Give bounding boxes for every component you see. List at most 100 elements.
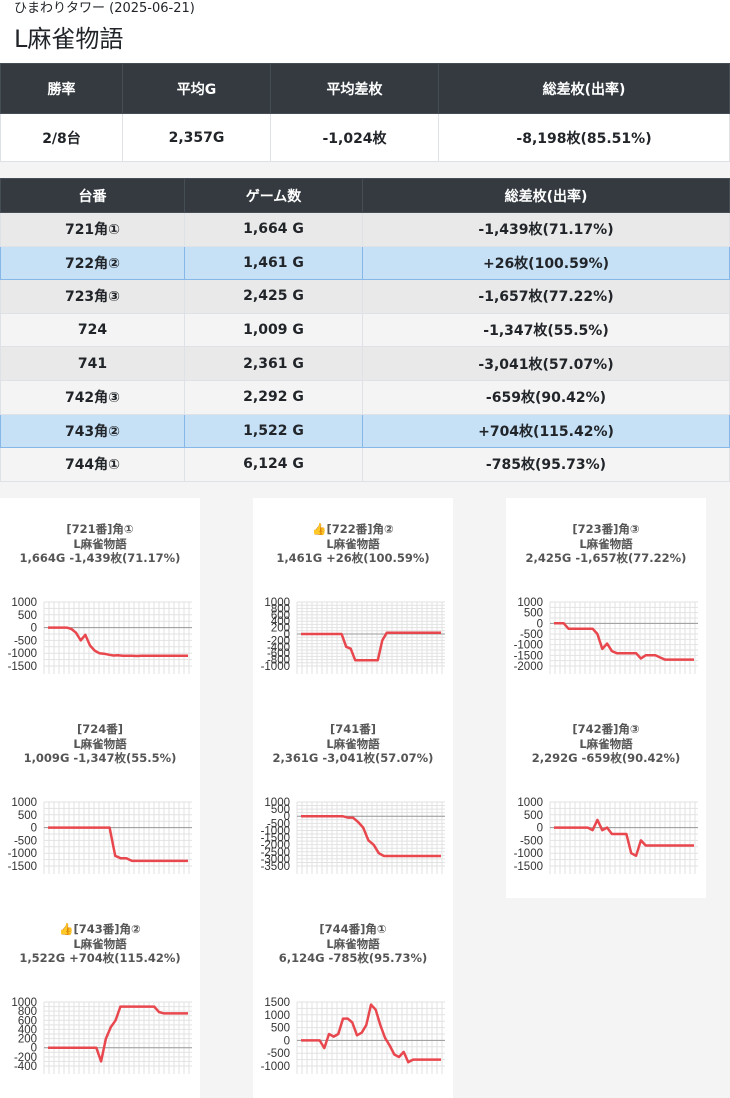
chart-card: 👍[743番]角② L麻雀物語 1,522G +704枚(115.42%) 1000 8… bbox=[0, 898, 200, 1098]
y-tick-label: 1000 bbox=[11, 997, 37, 1009]
chart-title-line: [724番] bbox=[76, 722, 124, 736]
page-title: L麻雀物語 bbox=[14, 25, 124, 53]
y-tick-label: 1000 bbox=[264, 1010, 290, 1022]
machine-number: 744角① bbox=[0, 447, 185, 482]
chart-title-line: 6,124G -785枚(95.73%) bbox=[278, 951, 428, 966]
machine-games: 1,461 G bbox=[184, 245, 363, 281]
y-tick-label: -500 bbox=[14, 635, 37, 647]
chart-card: [741番] L麻雀物語 2,361G -3,041枚(57.07%) 1000 500… bbox=[253, 698, 453, 898]
chart-title: [724番] L麻雀物語 1,009G -1,347枚(55.5%) bbox=[0, 722, 200, 766]
y-tick-label: -500 bbox=[267, 1048, 290, 1060]
machine-diff: -659枚(90.42%) bbox=[362, 379, 730, 415]
y-tick-label: -800 bbox=[267, 655, 290, 667]
machine-games: 2,425 G bbox=[184, 279, 363, 314]
table-row[interactable]: 741 2,361 G -3,041枚(57.07%) bbox=[0, 346, 730, 381]
y-tick-label: -1500 bbox=[8, 861, 37, 873]
table-row[interactable]: 722角② 1,461 G +26枚(100.59%) bbox=[0, 245, 730, 281]
table-row[interactable]: 743角② 1,522 G +704枚(115.42%) bbox=[0, 413, 730, 449]
y-tick-label: 0 bbox=[284, 811, 290, 823]
y-tick-label: -1500 bbox=[8, 661, 37, 673]
machine-table: 台番 ゲーム数 総差枚(出率) 721角① 1,664 G -1,439枚(71.1… bbox=[0, 178, 730, 482]
y-tick-label: 0 bbox=[31, 623, 37, 635]
chart-title-line: 2,425G -1,657枚(77.22%) bbox=[525, 551, 687, 566]
series-line bbox=[554, 622, 694, 661]
machine-number: 724 bbox=[0, 312, 185, 348]
machine-diff: +704枚(115.42%) bbox=[362, 413, 730, 449]
chart-title-line: 👍[743番]角② bbox=[59, 922, 141, 936]
summary-win-rate: 2/8台 bbox=[0, 113, 123, 162]
y-tick-label: -200 bbox=[267, 635, 290, 647]
y-tick-label: 0 bbox=[537, 823, 543, 835]
chart-card: [744番]角① L麻雀物語 6,124G -785枚(95.73%) 1500 100… bbox=[253, 898, 453, 1098]
y-tick-label: 1000 bbox=[264, 797, 290, 809]
y-tick-label: 1000 bbox=[264, 597, 290, 609]
machine-header-row: 台番 ゲーム数 総差枚(出率) bbox=[0, 178, 730, 213]
y-tick-label: -1000 bbox=[514, 640, 543, 652]
y-tick-label: -1000 bbox=[8, 648, 37, 660]
summary-header-cell: 平均差枚 bbox=[270, 63, 439, 114]
machine-games: 1,664 G bbox=[184, 212, 363, 247]
y-tick-label: -1500 bbox=[514, 861, 543, 873]
y-tick-label: -400 bbox=[14, 1061, 37, 1073]
machine-number: 721角① bbox=[0, 212, 185, 247]
chart-title: [742番]角③ L麻雀物語 2,292G -659枚(90.42%) bbox=[506, 722, 706, 766]
chart-title: 👍[743番]角② L麻雀物語 1,522G +704枚(115.42%) bbox=[0, 922, 200, 966]
y-tick-label: 1000 bbox=[517, 597, 543, 609]
y-tick-label: -400 bbox=[267, 642, 290, 654]
machine-header-cell: ゲーム数 bbox=[184, 178, 363, 213]
y-tick-label: 500 bbox=[18, 610, 37, 622]
y-tick-label: -3500 bbox=[261, 861, 290, 873]
machine-header-cell: 台番 bbox=[0, 178, 185, 213]
series-line bbox=[48, 626, 188, 658]
chart-title-line: [723番]角③ bbox=[572, 522, 640, 536]
y-tick-label: -1000 bbox=[514, 848, 543, 860]
y-tick-label: -1500 bbox=[261, 833, 290, 845]
line-chart: 10005000-500-1000-1500-2000-2500-3000-35… bbox=[261, 797, 445, 874]
series-line bbox=[301, 814, 441, 858]
y-tick-label: -2500 bbox=[261, 847, 290, 859]
y-tick-label: 0 bbox=[537, 618, 543, 630]
chart-title-line: L麻雀物語 bbox=[73, 736, 127, 751]
y-tick-label: 500 bbox=[18, 810, 37, 822]
table-row[interactable]: 721角① 1,664 G -1,439枚(71.17%) bbox=[0, 212, 730, 247]
y-tick-label: -1000 bbox=[261, 825, 290, 837]
machine-diff: -785枚(95.73%) bbox=[362, 447, 730, 482]
series-line bbox=[301, 1003, 441, 1064]
table-row[interactable]: 744角① 6,124 G -785枚(95.73%) bbox=[0, 447, 730, 482]
chart-title-line: [742番]角③ bbox=[572, 722, 640, 736]
summary-header-cell: 総差枚(出率) bbox=[438, 63, 730, 114]
machine-header-cell: 総差枚(出率) bbox=[362, 178, 730, 213]
chart-title-line: [744番]角① bbox=[319, 922, 387, 936]
chart-title: [744番]角① L麻雀物語 6,124G -785枚(95.73%) bbox=[253, 922, 453, 966]
y-tick-label: 400 bbox=[271, 616, 290, 628]
page-header: ひまわりタワー (2025-06-21) L麻雀物語 bbox=[0, 0, 730, 63]
machine-diff: -3,041枚(57.07%) bbox=[362, 346, 730, 381]
y-tick-label: 200 bbox=[18, 1034, 37, 1046]
machine-games: 2,361 G bbox=[184, 346, 363, 381]
summary-header-cell: 平均G bbox=[122, 63, 271, 114]
chart-title-line: 1,664G -1,439枚(71.17%) bbox=[19, 551, 181, 566]
summary-header-row: 勝率 平均G 平均差枚 総差枚(出率) bbox=[0, 63, 730, 114]
y-tick-label: 500 bbox=[271, 1023, 290, 1035]
chart-title-line: 2,292G -659枚(90.42%) bbox=[531, 751, 681, 766]
table-row[interactable]: 742角③ 2,292 G -659枚(90.42%) bbox=[0, 379, 730, 415]
chart-card: 👍[722番]角② L麻雀物語 1,461G +26枚(100.59%) 1000 80… bbox=[253, 498, 453, 698]
machine-diff: +26枚(100.59%) bbox=[362, 245, 730, 281]
chart-card: [723番]角③ L麻雀物語 2,425G -1,657枚(77.22%) 1000 5… bbox=[506, 498, 706, 698]
y-tick-label: 1000 bbox=[11, 597, 37, 609]
machine-diff: -1,347枚(55.5%) bbox=[362, 312, 730, 348]
y-tick-label: -200 bbox=[14, 1052, 37, 1064]
chart-title-line: L麻雀物語 bbox=[73, 936, 127, 951]
y-tick-label: 500 bbox=[271, 804, 290, 816]
summary-avg-games: 2,357G bbox=[122, 113, 271, 162]
chart-title-line: [741番] bbox=[329, 722, 377, 736]
summary-value-row: 2/8台 2,357G -1,024枚 -8,198枚(85.51%) bbox=[0, 113, 730, 162]
y-tick-label: 0 bbox=[284, 1035, 290, 1047]
table-row[interactable]: 724 1,009 G -1,347枚(55.5%) bbox=[0, 312, 730, 348]
chart-title-line: L麻雀物語 bbox=[579, 736, 633, 751]
chart-title-line: L麻雀物語 bbox=[326, 736, 380, 751]
table-row[interactable]: 723角③ 2,425 G -1,657枚(77.22%) bbox=[0, 279, 730, 314]
summary-total-diff: -8,198枚(85.51%) bbox=[438, 113, 730, 162]
